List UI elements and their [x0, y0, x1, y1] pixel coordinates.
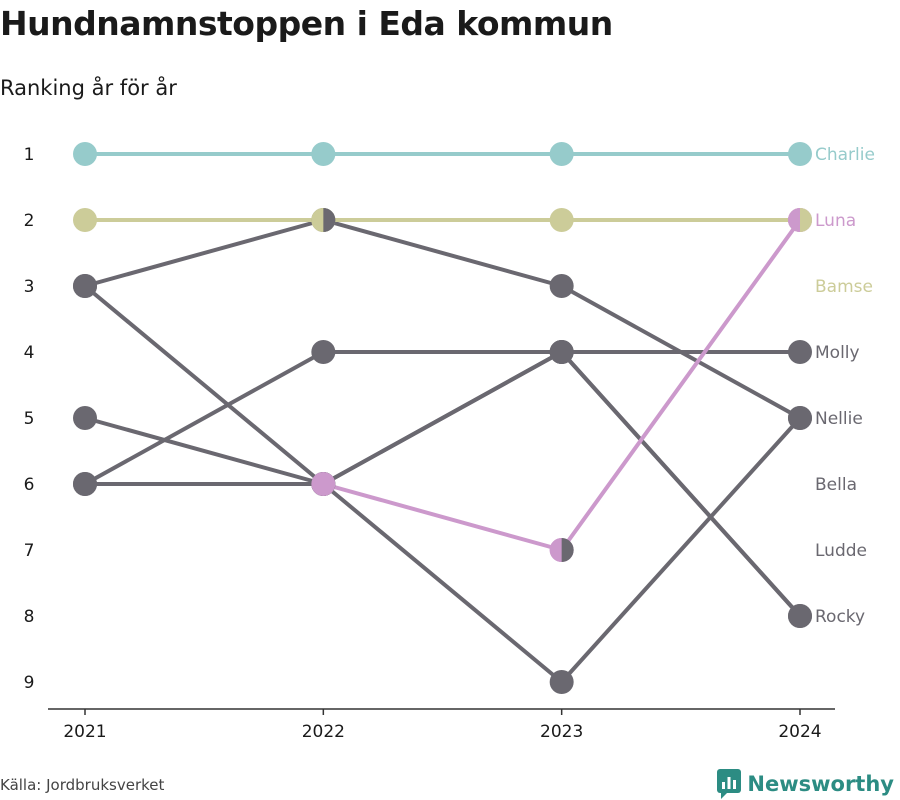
marker-ludde-2021: [73, 274, 97, 298]
chart-subtitle: Ranking år för år: [0, 76, 177, 100]
marker-ludde-2024: [788, 406, 812, 430]
y-tick-label: 6: [24, 475, 35, 495]
marker-bamse-2021: [73, 208, 97, 232]
newsworthy-logo-text: Newsworthy: [747, 772, 894, 796]
y-tick-label: 7: [24, 541, 35, 561]
x-axis: 2021 2022 2023 2024: [48, 708, 835, 742]
marker-split-right: [561, 538, 574, 562]
end-label-bella: Bella: [815, 475, 857, 495]
marker-charlie-2024: [788, 142, 812, 166]
end-labels: Charlie Luna Bamse Molly Nellie Bella Ludde Roc…: [815, 145, 875, 627]
y-tick-label: 1: [24, 145, 35, 165]
marker-split-left: [549, 538, 562, 562]
end-label-ludde: Ludde: [815, 541, 867, 561]
end-label-molly: Molly: [815, 343, 860, 363]
y-tick-label: 2: [24, 211, 35, 231]
marker-ludde-2023: [549, 274, 574, 298]
marker-bamse-2023: [549, 208, 574, 232]
line-ludde: [83, 218, 802, 420]
newsworthy-logo-icon: [717, 769, 742, 799]
end-label-bamse: Bamse: [815, 277, 873, 297]
marker-charlie-2021: [73, 142, 97, 166]
marker-split-left: [311, 208, 324, 232]
y-tick-label: 4: [24, 343, 35, 363]
y-tick-label: 8: [24, 607, 35, 627]
series-lines: [83, 152, 802, 684]
chart-title: Hundnamnstoppen i Eda kommun: [0, 4, 613, 43]
marker-molly-2024: [788, 340, 812, 364]
marker-nellie-2021: [73, 406, 97, 430]
line-rocky: [83, 350, 802, 618]
marker-rocky-2023: [549, 340, 574, 364]
line-nellie: [83, 416, 802, 684]
marker-rocky-2021: [73, 472, 97, 496]
marker-charlie-2023: [549, 142, 574, 166]
end-label-charlie: Charlie: [815, 145, 875, 165]
marker-split-right: [323, 208, 336, 232]
newsworthy-logo[interactable]: Newsworthy: [717, 769, 894, 799]
line-molly: [83, 284, 802, 486]
x-tick-label: 2024: [778, 722, 821, 742]
marker-bella-2022: [311, 340, 336, 364]
x-tick-label: 2023: [540, 722, 583, 742]
end-label-nellie: Nellie: [815, 409, 863, 429]
end-label-rocky: Rocky: [815, 607, 865, 627]
source-note: Källa: Jordbruksverket: [0, 776, 165, 794]
y-tick-label: 5: [24, 409, 35, 429]
marker-split-left: [788, 208, 800, 232]
y-tick-label: 3: [24, 277, 35, 297]
y-axis-ticks: 1 2 3 4 5 6 7 8 9: [24, 145, 35, 693]
y-tick-label: 9: [24, 673, 35, 693]
x-tick-label: 2021: [63, 722, 106, 742]
x-tick-label: 2022: [302, 722, 345, 742]
line-luna: [321, 218, 802, 552]
series-markers: [73, 142, 812, 694]
marker-split-right: [800, 208, 812, 232]
marker-nellie-2023: [549, 670, 574, 694]
marker-luna-2022: [311, 472, 336, 496]
end-label-luna: Luna: [815, 211, 856, 231]
marker-charlie-2022: [311, 142, 336, 166]
marker-rocky-2024: [788, 604, 812, 628]
